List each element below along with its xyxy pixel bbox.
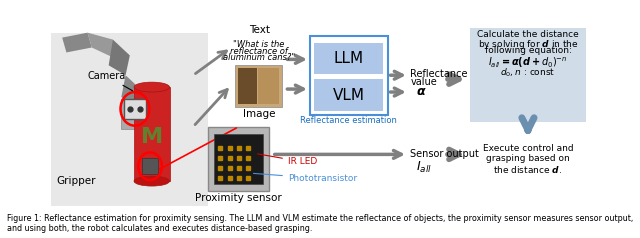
Text: $\boldsymbol{\alpha}$: $\boldsymbol{\alpha}$: [415, 85, 426, 98]
Text: Reflectance: Reflectance: [410, 69, 468, 79]
Ellipse shape: [134, 82, 170, 92]
Bar: [124, 99, 146, 119]
Text: value: value: [410, 77, 437, 87]
Text: Text: Text: [248, 25, 269, 35]
Polygon shape: [88, 33, 117, 59]
Text: Camera: Camera: [88, 71, 132, 91]
Bar: [470, 28, 586, 122]
Bar: [214, 134, 264, 184]
Bar: [259, 68, 278, 104]
Text: following equation:: following equation:: [484, 45, 572, 55]
Ellipse shape: [134, 176, 170, 186]
Text: Gripper: Gripper: [56, 176, 96, 186]
Text: Calculate the distance: Calculate the distance: [477, 30, 579, 39]
Text: $\boldsymbol{I_{all}}$: $\boldsymbol{I_{all}}$: [417, 160, 432, 175]
Bar: [134, 87, 170, 181]
Bar: [314, 43, 383, 74]
Text: M: M: [141, 127, 163, 147]
Text: $\boldsymbol{I_{all} = \alpha(d + d_0)^{-n}}$: $\boldsymbol{I_{all} = \alpha(d + d_0)^{…: [488, 55, 568, 70]
Polygon shape: [109, 40, 130, 75]
Text: Figure 1: Reflectance estimation for proximity sensing. The LLM and VLM estimate: Figure 1: Reflectance estimation for pro…: [7, 214, 633, 233]
Bar: [122, 99, 155, 129]
Text: Sensor output: Sensor output: [410, 149, 479, 159]
Text: by solving for $\boldsymbol{d}$ in the: by solving for $\boldsymbol{d}$ in the: [477, 38, 579, 51]
Text: the distance $\boldsymbol{d}$.: the distance $\boldsymbol{d}$.: [493, 164, 563, 175]
Text: $d_0, n$ : const: $d_0, n$ : const: [500, 66, 556, 79]
Text: LLM: LLM: [333, 51, 364, 66]
Bar: [310, 36, 388, 115]
Bar: [314, 79, 383, 111]
Text: reflectance of: reflectance of: [230, 46, 288, 55]
Bar: [143, 158, 157, 174]
Text: Phototransistor: Phototransistor: [253, 174, 357, 183]
Bar: [51, 33, 207, 206]
Bar: [209, 127, 269, 191]
Polygon shape: [62, 33, 92, 52]
Text: "What is the: "What is the: [234, 40, 285, 49]
Bar: [238, 68, 257, 104]
Text: Execute control and: Execute control and: [483, 144, 573, 154]
Text: Reflectance estimation: Reflectance estimation: [300, 116, 397, 125]
Text: IR LED: IR LED: [258, 154, 317, 166]
Text: Proximity sensor: Proximity sensor: [195, 193, 282, 203]
Bar: [236, 65, 282, 107]
Polygon shape: [122, 75, 138, 107]
Text: grasping based on: grasping based on: [486, 154, 570, 164]
Text: Image: Image: [243, 109, 275, 119]
Text: aluminum cans?": aluminum cans?": [223, 54, 295, 62]
Text: VLM: VLM: [333, 88, 365, 103]
